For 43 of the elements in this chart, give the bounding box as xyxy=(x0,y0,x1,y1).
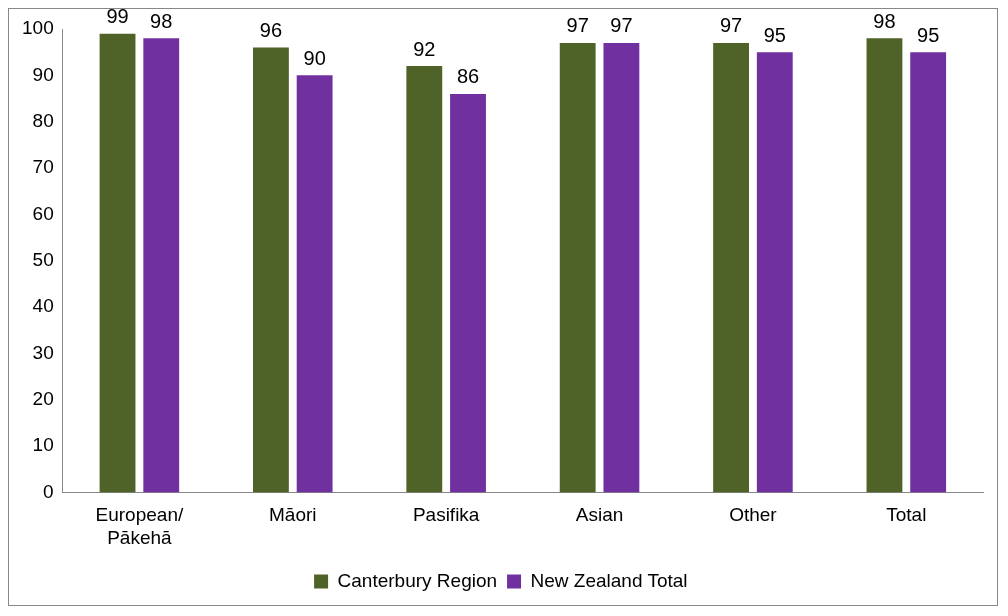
bar xyxy=(296,75,333,493)
y-tick-label: 40 xyxy=(32,295,54,317)
y-tick-label: 20 xyxy=(32,387,54,409)
bar xyxy=(910,52,947,493)
x-tick-label: Asian xyxy=(575,504,624,526)
data-label: 92 xyxy=(413,37,436,60)
data-label: 97 xyxy=(566,14,589,37)
y-tick-label: 0 xyxy=(43,480,54,502)
data-label: 98 xyxy=(150,9,173,32)
bar xyxy=(143,38,180,493)
legend-label: New Zealand Total xyxy=(530,569,688,591)
x-tick-label: Total xyxy=(886,504,927,526)
bar xyxy=(253,47,289,493)
y-tick-label: 10 xyxy=(32,434,54,456)
bar xyxy=(99,33,136,493)
data-label: 97 xyxy=(719,14,743,37)
y-tick-label: 60 xyxy=(32,202,54,224)
data-label: 97 xyxy=(610,14,633,37)
bar xyxy=(713,42,749,493)
bar xyxy=(603,42,640,493)
x-tick-label: Pasifika xyxy=(412,504,480,526)
y-tick-label: 90 xyxy=(32,63,54,85)
bar xyxy=(559,42,596,493)
data-label: 99 xyxy=(106,5,129,28)
x-tick-label: Māori xyxy=(269,504,317,526)
y-tick-label: 100 xyxy=(22,17,54,39)
y-tick-label: 30 xyxy=(32,341,54,363)
y-tick-label: 80 xyxy=(32,109,54,131)
data-label: 86 xyxy=(456,65,480,88)
bar xyxy=(450,93,486,493)
bar xyxy=(866,38,903,493)
data-label: 95 xyxy=(917,23,940,46)
legend-label: Canterbury Region xyxy=(337,569,498,591)
y-tick-label: 70 xyxy=(32,156,54,178)
data-label: 98 xyxy=(873,9,896,32)
data-label: 95 xyxy=(763,23,786,46)
bar xyxy=(406,66,443,493)
x-tick-label: Other xyxy=(729,504,778,526)
data-label: 90 xyxy=(303,46,326,69)
y-tick-label: 50 xyxy=(32,248,54,270)
data-label: 96 xyxy=(259,19,283,42)
x-tick-label: European/Pākehā xyxy=(95,504,184,548)
bar xyxy=(756,52,793,493)
